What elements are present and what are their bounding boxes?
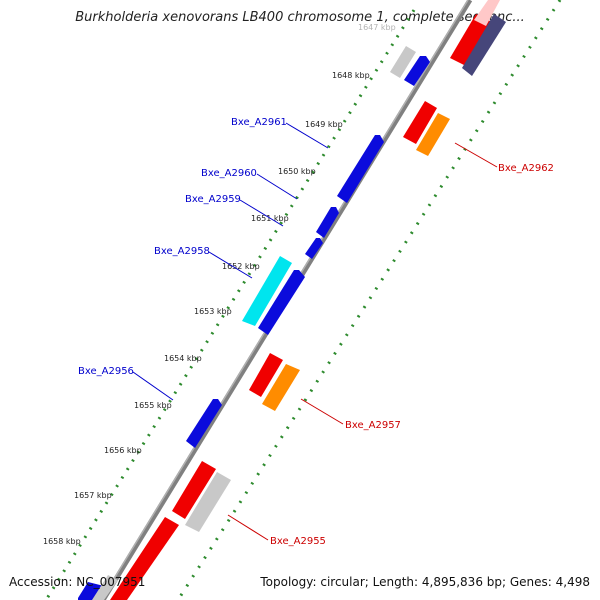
tick-label-1653: 1653 kbp (194, 307, 232, 316)
gene-Bxe_A2956-feature[interactable] (186, 399, 222, 448)
gene-Bxe_A2960-feature[interactable] (316, 207, 339, 238)
gene-label-Bxe_A2956[interactable]: Bxe_A2956 (78, 366, 134, 377)
tick-label-1650: 1650 kbp (278, 167, 316, 176)
topology-text: Topology: circular; Length: 4,895,836 bp… (260, 575, 590, 589)
gene-Bxe_A2955-red-feature[interactable] (172, 461, 216, 519)
leader-Bxe_A2955 (227, 514, 269, 541)
tick-label-1658: 1658 kbp (43, 537, 81, 546)
gene-Bxe_A2963-feature[interactable] (404, 56, 430, 86)
gene-pink-top-feature[interactable] (474, 0, 500, 26)
gene-Bxe_A2962-feature[interactable] (416, 113, 450, 156)
outer-tick-ring (44, 9, 416, 600)
gene-Bxe_A2958-cyan-feature[interactable] (242, 256, 292, 326)
accession-text: Accession: NC_007951 (9, 575, 146, 589)
leader-Bxe_A2961 (285, 122, 329, 149)
gene-red-top-feature[interactable] (450, 14, 492, 66)
leader-Bxe_A2962 (454, 142, 498, 168)
gene-label-Bxe_A2958[interactable]: Bxe_A2958 (154, 246, 210, 257)
gene-Bxe_A2958-feature[interactable] (258, 270, 305, 335)
gene-label-Bxe_A2955[interactable]: Bxe_A2955 (270, 536, 326, 547)
map-title: Burkholderia xenovorans LB400 chromosome… (75, 10, 525, 25)
gene-bottom-red-feature[interactable] (110, 517, 179, 600)
gene-Bxe_A2959-feature[interactable] (305, 238, 323, 259)
inner-tick-ring (176, 0, 562, 600)
gene-label-Bxe_A2957[interactable]: Bxe_A2957 (345, 420, 401, 431)
tick-label-1656: 1656 kbp (104, 446, 142, 455)
tick-label-1657: 1657 kbp (74, 491, 112, 500)
leader-Bxe_A2958 (208, 251, 253, 279)
gene-label-Bxe_A2960[interactable]: Bxe_A2960 (201, 168, 257, 179)
tick-label-1654: 1654 kbp (164, 354, 202, 363)
gene-Bxe_A2961-feature[interactable] (337, 135, 384, 203)
gene-label-Bxe_A2961[interactable]: Bxe_A2961 (231, 117, 287, 128)
gene-Bxe_A2957-feature[interactable] (262, 364, 300, 411)
gene-Bxe_A2962-red-feature[interactable] (403, 101, 437, 144)
leader-Bxe_A2959 (239, 199, 284, 227)
gene-Bxe_A2955-feature[interactable] (185, 472, 231, 532)
gene-gray-forward-feature[interactable] (390, 46, 416, 78)
leader-Bxe_A2960 (256, 173, 298, 200)
gene-bottom-gray-feature[interactable] (92, 575, 118, 600)
gene-label-Bxe_A2962[interactable]: Bxe_A2962 (498, 163, 554, 174)
tick-label-1647: 1647 kbp (358, 23, 396, 32)
gene-navy-top-feature[interactable] (462, 14, 506, 76)
tick-label-1649: 1649 kbp (305, 120, 343, 129)
tick-label-1648: 1648 kbp (332, 71, 370, 80)
leader-Bxe_A2957 (300, 398, 344, 425)
tick-label-1655: 1655 kbp (134, 401, 172, 410)
leader-Bxe_A2956 (132, 371, 174, 401)
gene-Bxe_A2957-red-feature[interactable] (249, 353, 283, 397)
tick-label-1652: 1652 kbp (222, 262, 260, 271)
gene-label-Bxe_A2959[interactable]: Bxe_A2959 (185, 194, 241, 205)
